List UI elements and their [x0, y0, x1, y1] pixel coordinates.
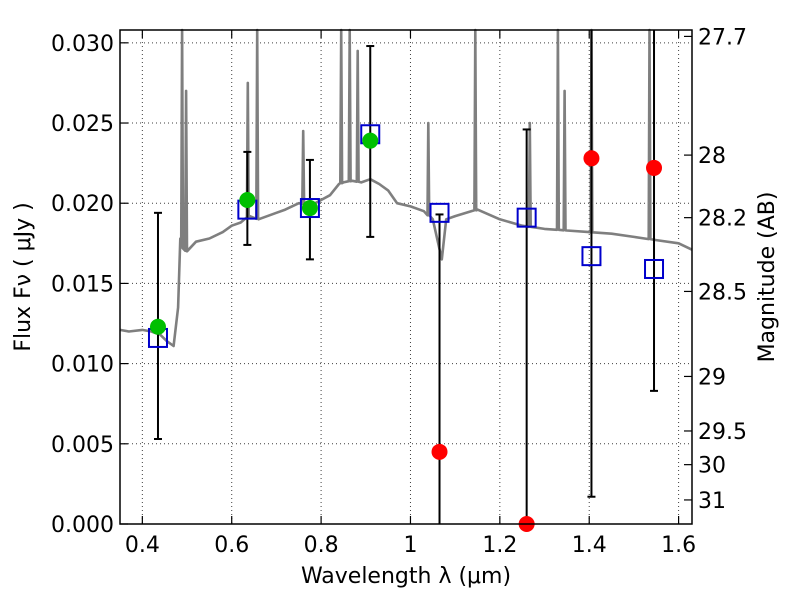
y-tick-label: 0.000	[51, 513, 114, 538]
observed-flux-point	[301, 200, 318, 217]
observed-flux-point	[362, 132, 379, 149]
template-sed-line	[119, 28, 693, 348]
y2-tick-label: 28.2	[698, 207, 747, 232]
upper-limit-point	[431, 443, 448, 460]
y-tick-label: 0.025	[51, 112, 114, 137]
y-tick-label: 0.015	[51, 272, 114, 297]
y-tick-label: 0.005	[51, 433, 114, 458]
y2-tick-label: 28	[698, 144, 726, 169]
axis-ticks	[120, 30, 692, 525]
model-flux-box	[581, 246, 602, 267]
upper-limit-point	[646, 159, 663, 176]
observed-flux-point	[239, 192, 256, 209]
y2-tick-label: 29.5	[698, 420, 747, 445]
model-flux-box	[299, 198, 320, 219]
y-tick-label: 0.020	[51, 192, 114, 217]
y2-tick-label: 29	[698, 365, 726, 390]
model-flux-box	[516, 207, 537, 228]
y-axis-label: Flux Fν ( μJy )	[11, 202, 36, 351]
x-tick-label: 0.8	[304, 533, 339, 558]
observed-flux-point	[149, 318, 166, 335]
x-tick-label: 1.2	[482, 533, 517, 558]
x-tick-label: 0.6	[214, 533, 249, 558]
y2-tick-label: 27.7	[698, 25, 747, 50]
template-sed	[119, 28, 693, 348]
y-tick-label: 0.010	[51, 353, 114, 378]
y2-axis-label: Magnitude (AB)	[755, 192, 780, 363]
y2-tick-labels: 27.7 28 28.2 28.5 29 29.5 30 31	[698, 25, 747, 514]
x-axis-label: Wavelength λ (μm)	[301, 564, 511, 589]
x-tick-labels: 0.4 0.6 0.8 1 1.2 1.4 1.6	[125, 533, 696, 558]
x-tick-label: 1.6	[661, 533, 696, 558]
y2-tick-label: 28.5	[698, 280, 747, 305]
x-tick-label: 1	[403, 533, 417, 558]
upper-limit-point	[583, 150, 600, 167]
observed-fluxes	[149, 132, 663, 532]
x-tick-label: 1.4	[572, 533, 607, 558]
y2-tick-label: 30	[698, 454, 726, 479]
plot-frame	[119, 29, 693, 525]
y-tick-label: 0.030	[51, 32, 114, 57]
y2-tick-label: 31	[698, 489, 726, 514]
model-flux-box	[429, 202, 450, 223]
model-flux-box	[644, 258, 665, 279]
y-tick-labels: 0.000 0.005 0.010 0.015 0.020 0.025 0.030	[51, 32, 114, 538]
x-tick-label: 0.4	[125, 533, 160, 558]
grid	[120, 30, 692, 524]
error-bars	[153, 30, 659, 524]
